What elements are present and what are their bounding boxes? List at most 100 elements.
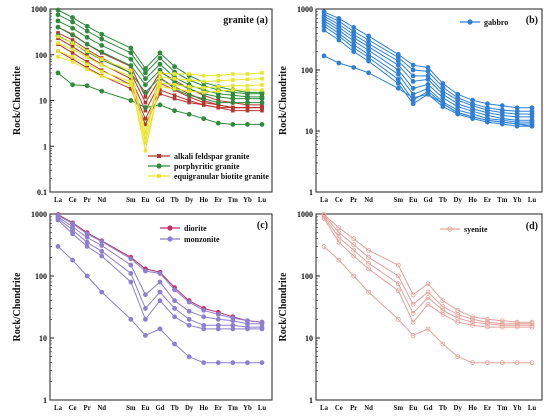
x-tick-label-la: La xyxy=(320,197,329,204)
data-point xyxy=(55,24,61,30)
data-point xyxy=(55,7,61,13)
data-point xyxy=(336,33,342,39)
data-point xyxy=(187,100,191,105)
data-point xyxy=(143,333,148,338)
x-tick-label-yb: Yb xyxy=(513,197,522,204)
data-point xyxy=(260,88,264,92)
x-tick-label-ho: Ho xyxy=(199,405,208,412)
data-point xyxy=(143,90,148,95)
data-point xyxy=(514,121,520,127)
data-point xyxy=(455,354,461,360)
data-point xyxy=(455,307,461,313)
series-porphyritic-granite-10 xyxy=(55,70,265,127)
data-point xyxy=(245,360,250,366)
data-point xyxy=(231,105,235,110)
data-point xyxy=(187,84,191,89)
y-tick-label: 1 xyxy=(43,396,47,405)
data-point xyxy=(499,103,505,109)
data-point xyxy=(129,68,133,73)
data-point xyxy=(470,319,475,325)
y-tick-label: 10 xyxy=(305,127,313,136)
x-tick-label-yb: Yb xyxy=(243,197,252,204)
data-point xyxy=(157,298,163,304)
data-point xyxy=(455,315,461,321)
data-point xyxy=(186,92,192,98)
y-tick-label: 1 xyxy=(309,188,313,197)
x-tick-label-tb: Tb xyxy=(170,197,179,204)
data-point xyxy=(440,304,446,310)
x-tick-label-er: Er xyxy=(484,197,492,204)
data-point xyxy=(410,95,416,101)
y-tick-label: 1 xyxy=(43,142,47,151)
panel-b: 1000 100 10 1 La Ce Pr Nd Sm Eu Gd Tb Dy Ho Er Tm Yb Lu Ro… xyxy=(278,5,543,204)
x-tick-label-gd: Gd xyxy=(423,405,432,412)
data-point xyxy=(321,23,327,29)
data-point xyxy=(336,239,342,245)
data-point xyxy=(172,314,177,320)
data-point xyxy=(366,58,371,64)
data-point xyxy=(201,314,207,320)
data-point xyxy=(172,76,177,81)
data-point xyxy=(410,67,416,73)
data-point xyxy=(366,47,371,53)
data-point xyxy=(128,50,134,56)
y-axis-label: Rock/Chondrite xyxy=(12,272,23,341)
x-tick-label-la: La xyxy=(54,405,63,412)
data-point xyxy=(172,93,177,98)
data-point xyxy=(529,324,535,330)
series-line xyxy=(57,9,262,93)
panel-title: granite (a) xyxy=(223,15,268,26)
data-point xyxy=(157,102,163,108)
data-point xyxy=(70,25,75,31)
data-point xyxy=(172,64,177,70)
data-point xyxy=(157,55,163,61)
data-point xyxy=(336,230,342,236)
data-point xyxy=(70,82,75,88)
data-point xyxy=(99,63,104,67)
data-point xyxy=(351,236,357,242)
data-point xyxy=(215,360,221,366)
data-point xyxy=(440,307,446,313)
data-point xyxy=(70,47,75,52)
series-gabbro-1 xyxy=(321,11,535,114)
data-point xyxy=(425,77,431,82)
x-tick-label-nd: Nd xyxy=(97,197,106,204)
series-line xyxy=(57,50,262,126)
series-equigranular-biotite-granite-11 xyxy=(56,34,264,135)
data-point xyxy=(425,65,431,70)
series-line xyxy=(57,36,263,133)
data-point xyxy=(215,316,221,322)
x-tick-label-pr: Pr xyxy=(84,405,91,412)
data-point xyxy=(143,100,148,105)
data-point xyxy=(425,326,431,332)
series-equigranular-biotite-granite-13 xyxy=(56,49,264,153)
x-tick-label-eu: Eu xyxy=(141,405,150,412)
data-point xyxy=(395,85,401,91)
x-tick-label-tm: Tm xyxy=(228,197,239,204)
data-point xyxy=(172,72,177,76)
data-point xyxy=(143,268,148,274)
x-tick-label-sm: Sm xyxy=(126,197,136,204)
data-point xyxy=(514,324,520,330)
data-point xyxy=(351,247,357,253)
data-point xyxy=(529,360,535,366)
y-tick-label: 10 xyxy=(39,97,47,106)
legend-swatch-marker xyxy=(447,226,453,232)
data-point xyxy=(129,74,133,78)
data-point xyxy=(245,122,250,127)
data-point xyxy=(231,88,235,92)
data-point xyxy=(410,301,416,307)
y-tick-label: 100 xyxy=(301,272,313,281)
y-axis-label: Rock/Chondrite xyxy=(278,66,289,135)
data-point xyxy=(172,287,177,293)
x-tick-label-tb: Tb xyxy=(170,405,179,412)
data-point xyxy=(143,70,148,76)
data-point xyxy=(336,37,342,43)
data-point xyxy=(215,312,221,317)
data-point xyxy=(440,101,446,107)
data-point xyxy=(245,105,250,110)
data-point xyxy=(231,108,235,113)
data-point xyxy=(260,108,264,113)
data-point xyxy=(157,50,163,56)
y-axis-label: Rock/Chondrite xyxy=(12,66,23,135)
